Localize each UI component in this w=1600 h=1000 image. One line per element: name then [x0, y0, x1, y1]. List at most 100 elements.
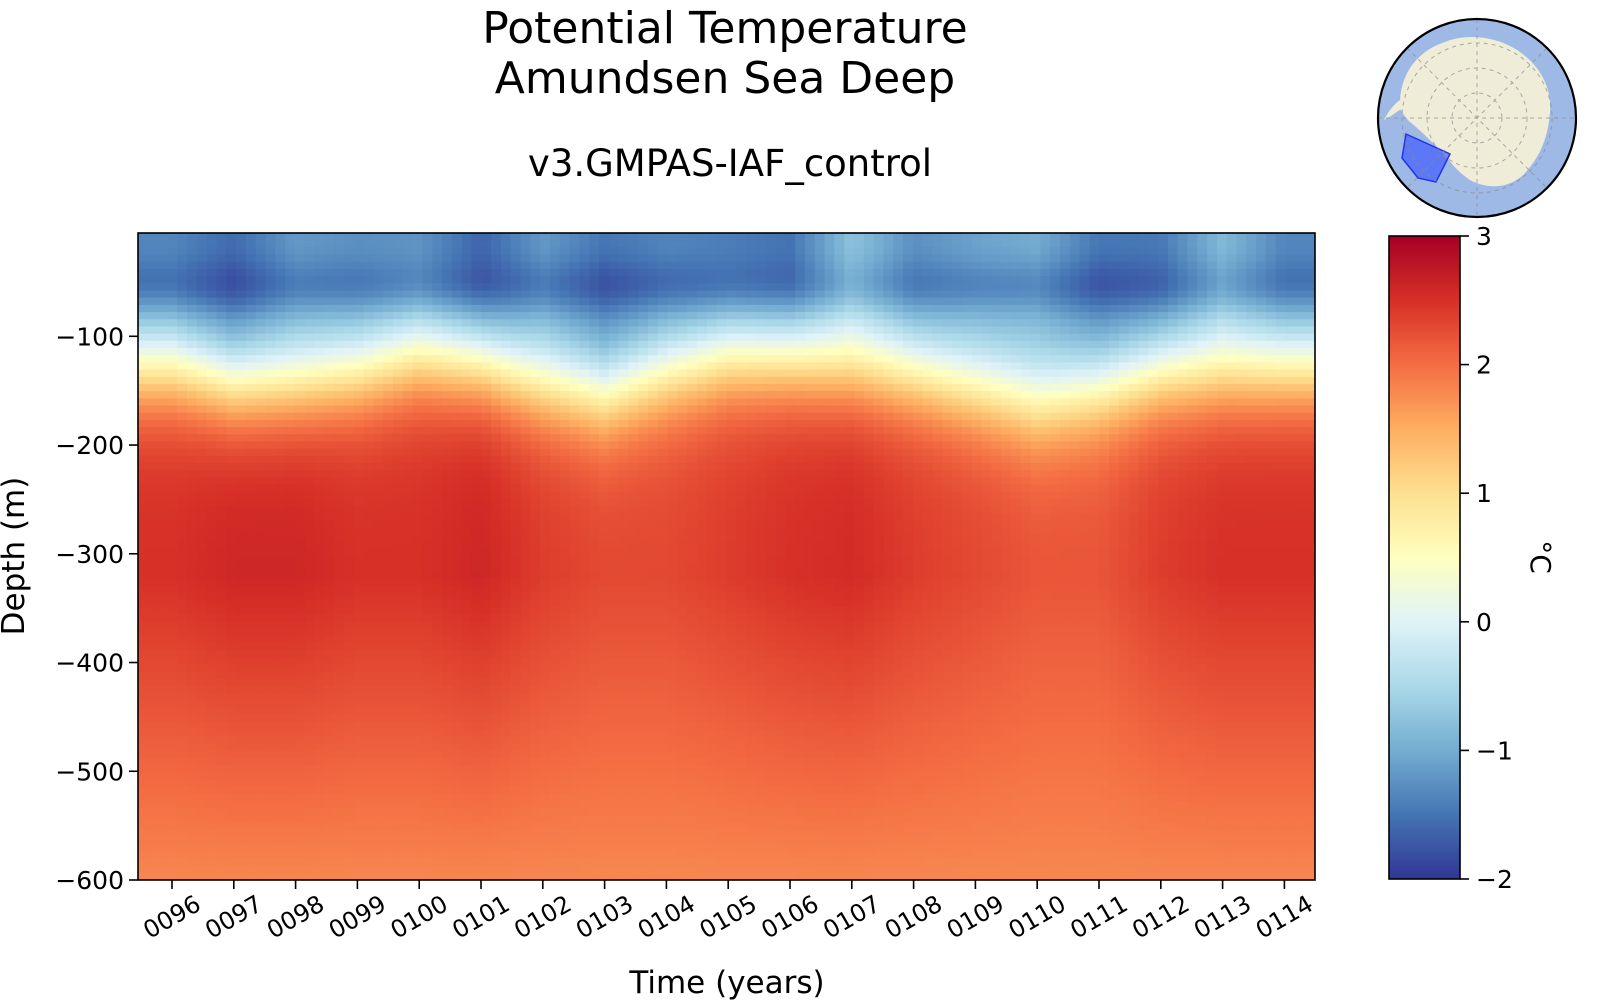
heatmap-cell	[226, 693, 237, 701]
heatmap-cell	[638, 822, 649, 831]
heatmap-cell	[657, 800, 669, 809]
heatmap-cell	[187, 549, 198, 558]
heatmap-cell	[138, 312, 149, 320]
heatmap-cell	[147, 628, 159, 637]
heatmap-cell	[510, 736, 522, 745]
heatmap-cell	[196, 261, 208, 270]
heatmap-cell	[353, 757, 365, 766]
heatmap-cell	[206, 412, 218, 421]
heatmap-cell	[412, 664, 424, 673]
heatmap-cell	[628, 391, 639, 399]
heatmap-cell	[579, 498, 590, 507]
heatmap-cell	[206, 786, 218, 795]
heatmap-cell	[530, 261, 541, 270]
heatmap	[138, 233, 1315, 880]
heatmap-cell	[451, 772, 463, 780]
heatmap-cell	[540, 498, 551, 507]
heatmap-cell	[618, 844, 630, 852]
heatmap-cell	[618, 556, 630, 565]
heatmap-cell	[314, 729, 325, 737]
heatmap-cell	[628, 729, 639, 737]
heatmap-cell	[236, 606, 247, 615]
heatmap-cell	[167, 348, 178, 356]
heatmap-cell	[157, 240, 169, 248]
heatmap-cell	[657, 671, 669, 680]
heatmap-cell	[324, 649, 335, 658]
heatmap-cell	[491, 419, 502, 428]
heatmap-cell	[275, 340, 286, 349]
heatmap-cell	[363, 398, 374, 407]
heatmap-cell	[648, 865, 659, 874]
heatmap-cell	[638, 441, 649, 450]
heatmap-cell	[343, 261, 355, 270]
heatmap-cell	[491, 570, 502, 579]
heatmap-cell	[608, 736, 620, 745]
heatmap-cell	[265, 463, 276, 471]
heatmap-cell	[559, 815, 571, 824]
heatmap-cell	[520, 700, 531, 709]
heatmap-cell	[422, 398, 433, 407]
heatmap-cell	[579, 844, 590, 852]
heatmap-cell	[206, 635, 218, 644]
heatmap-cell	[157, 362, 169, 371]
heatmap-cell	[530, 268, 541, 277]
heatmap-cell	[373, 283, 384, 292]
heatmap-cell	[510, 369, 522, 378]
heatmap-cell	[285, 484, 296, 493]
heatmap-cell	[255, 491, 267, 500]
heatmap-cell	[236, 764, 247, 773]
heatmap-cell	[334, 621, 345, 629]
heatmap-cell	[196, 578, 208, 586]
heatmap-cell	[343, 678, 355, 687]
heatmap-cell	[138, 520, 149, 529]
heatmap-cell	[147, 664, 159, 673]
heatmap-cell	[442, 872, 453, 880]
heatmap-cell	[451, 340, 463, 349]
heatmap-cell	[530, 355, 541, 363]
heatmap-cell	[579, 685, 590, 694]
heatmap-cell	[471, 398, 482, 407]
heatmap-cell	[481, 649, 492, 658]
heatmap-cell	[549, 268, 561, 277]
heatmap-cell	[255, 585, 267, 594]
heatmap-cell	[491, 448, 502, 457]
heatmap-cell	[549, 872, 561, 880]
heatmap-cell	[451, 463, 463, 471]
heatmap-cell	[275, 635, 286, 644]
heatmap-cell	[383, 721, 394, 730]
heatmap-cell	[402, 383, 414, 392]
heatmap-cell	[353, 563, 365, 572]
heatmap-cell	[383, 491, 394, 500]
heatmap-cell	[667, 858, 679, 867]
chart-subtitle: v3.GMPAS-IAF_control	[527, 142, 933, 185]
heatmap-cell	[432, 261, 443, 270]
heatmap-cell	[138, 369, 149, 378]
heatmap-cell	[275, 808, 286, 816]
heatmap-cell	[275, 470, 286, 479]
heatmap-cell	[334, 808, 345, 816]
heatmap-cell	[598, 398, 610, 407]
heatmap-cell	[304, 556, 316, 565]
heatmap-cell	[442, 448, 453, 457]
heatmap-cell	[432, 405, 443, 414]
heatmap-cell	[491, 685, 502, 694]
heatmap-cell	[196, 599, 208, 608]
heatmap-cell	[334, 671, 345, 680]
heatmap-cell	[510, 563, 522, 572]
heatmap-cell	[383, 534, 394, 543]
heatmap-cell	[461, 405, 473, 414]
heatmap-cell	[422, 729, 433, 737]
heatmap-cell	[177, 779, 188, 788]
heatmap-cell	[628, 268, 639, 277]
heatmap-cell	[412, 419, 424, 428]
heatmap-cell	[598, 405, 610, 414]
heatmap-cell	[638, 319, 649, 328]
heatmap-cell	[196, 736, 208, 745]
heatmap-cell	[559, 484, 571, 493]
heatmap-cell	[451, 254, 463, 263]
heatmap-cell	[245, 376, 257, 385]
heatmap-cell	[648, 786, 659, 795]
heatmap-cell	[314, 333, 325, 342]
heatmap-cell	[432, 714, 443, 723]
heatmap-cell	[530, 563, 541, 572]
